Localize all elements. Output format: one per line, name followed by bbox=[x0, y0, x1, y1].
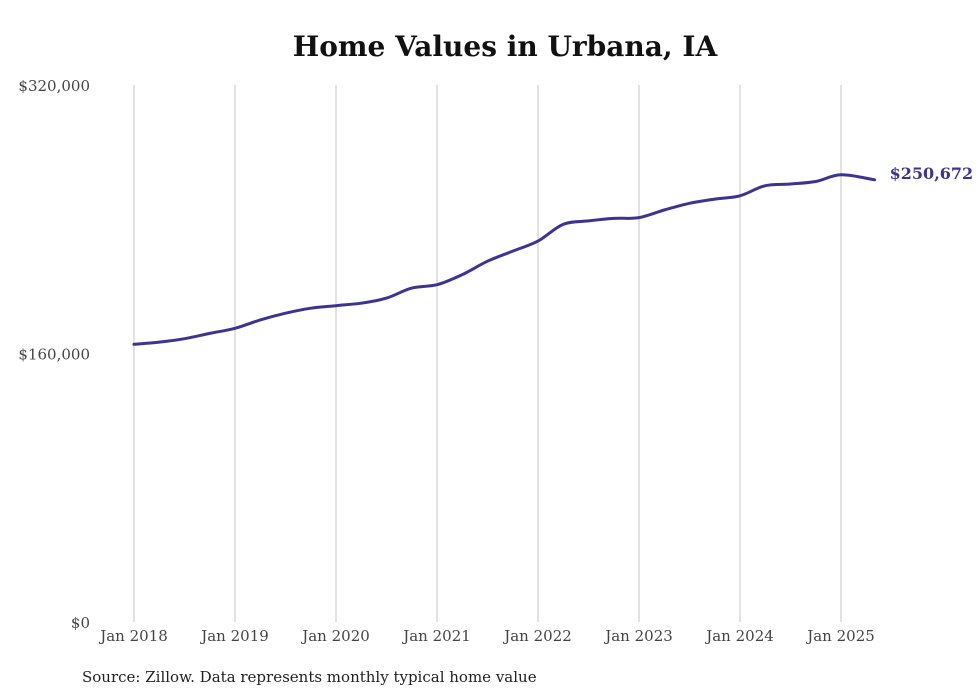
y-tick-label: $160,000 bbox=[18, 346, 90, 364]
x-tick-label: Jan 2021 bbox=[401, 627, 471, 645]
y-axis: $0 $160,000 $320,000 bbox=[18, 77, 90, 632]
x-tick-label: Jan 2018 bbox=[98, 627, 168, 645]
x-axis: Jan 2018 Jan 2019 Jan 2020 Jan 2021 Jan 2022… bbox=[98, 627, 875, 645]
x-tick-label: Jan 2023 bbox=[603, 627, 673, 645]
chart-title: Home Values in Urbana, IA bbox=[292, 30, 718, 63]
grid-lines bbox=[133, 85, 842, 622]
series-layer: $250,672 bbox=[132, 164, 974, 346]
y-tick-label: $0 bbox=[71, 614, 90, 632]
y-tick-label: $320,000 bbox=[18, 77, 90, 95]
end-value-label: $250,672 bbox=[890, 164, 974, 183]
x-tick-label: Jan 2025 bbox=[805, 627, 875, 645]
x-tick-label: Jan 2024 bbox=[704, 627, 774, 645]
series-line bbox=[132, 173, 877, 346]
x-tick-label: Jan 2019 bbox=[199, 627, 269, 645]
x-tick-label: Jan 2022 bbox=[502, 627, 572, 645]
source-note: Source: Zillow. Data represents monthly … bbox=[82, 668, 537, 686]
x-tick-label: Jan 2020 bbox=[300, 627, 370, 645]
